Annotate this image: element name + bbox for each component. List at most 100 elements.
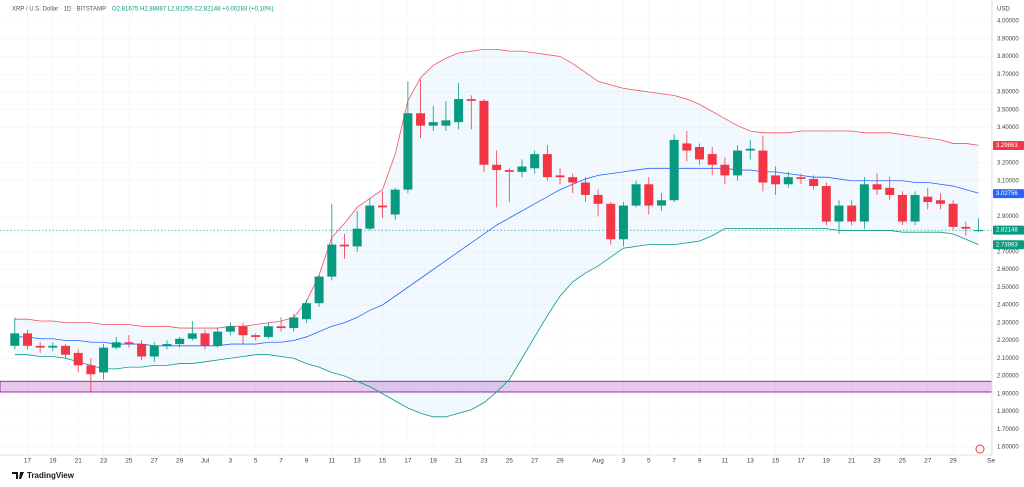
y-tick-label: 4.00000 [997, 19, 1019, 25]
candle-body [897, 194, 907, 222]
candle-body [314, 276, 324, 304]
candle-body [466, 99, 476, 101]
candle-body [504, 170, 514, 172]
x-tick-label: 5 [647, 458, 651, 465]
x-tick-label: 19 [823, 458, 831, 465]
y-tick-label: 1.90000 [997, 391, 1019, 397]
band-fill [14, 49, 979, 417]
y-tick-label: 3.70000 [997, 72, 1019, 78]
candle-body [872, 184, 882, 190]
candle-body [263, 326, 273, 337]
candle-body [73, 352, 83, 366]
x-tick-label: 21 [848, 458, 856, 465]
candle-body [771, 175, 781, 185]
candle-body [225, 326, 235, 332]
x-tick-label: 9 [698, 458, 702, 465]
candle-body [935, 200, 945, 204]
candle-body [301, 303, 311, 320]
plot-area [0, 0, 993, 455]
x-tick-label: 3 [229, 458, 233, 465]
candle-body [530, 154, 540, 169]
refresh-ring[interactable] [975, 444, 985, 454]
price-label: 2.82148 [996, 228, 1018, 234]
candle-body [631, 184, 641, 206]
candle-body [948, 203, 958, 227]
brand-name: TradingView [27, 471, 75, 480]
y-tick-label: 3.10000 [997, 178, 1019, 184]
candle-body [339, 244, 349, 247]
price-label-box [993, 189, 1024, 199]
candle-body [796, 177, 806, 179]
refresh-icon[interactable] [975, 444, 985, 454]
y-tick-label: 2.10000 [997, 356, 1019, 362]
x-tick-label: 3 [622, 458, 626, 465]
symbol-title: XRP / U.S. Dollar · 1D · BITSTAMP [12, 7, 106, 13]
x-tick-label: 23 [873, 458, 881, 465]
candle-body [847, 205, 857, 222]
brand-logo [12, 472, 24, 479]
y-tick-label: 1.80000 [997, 409, 1019, 415]
candle-body [834, 205, 844, 222]
y-tick-label: 3.20000 [997, 161, 1019, 167]
ohlc-readout: O2.81675 H2.88887 L2.81256 C2.82148 +0.0… [112, 7, 273, 13]
x-tick-label: Se [987, 458, 995, 465]
candle-body [821, 186, 831, 222]
candle-body [187, 333, 197, 339]
x-tick-label: 21 [455, 458, 463, 465]
price-label-box [993, 225, 1024, 235]
x-tick-label: 11 [328, 458, 335, 465]
candle-body [555, 175, 565, 178]
x-tick-label: 13 [354, 458, 362, 465]
candle-body [416, 113, 426, 126]
x-tick-label: 27 [531, 458, 539, 465]
x-tick-label: 23 [100, 458, 108, 465]
x-tick-label: 21 [75, 458, 83, 465]
candle-body [859, 184, 869, 222]
x-tick-label: 25 [899, 458, 907, 465]
candle-body [149, 345, 159, 357]
candle-body [99, 347, 109, 373]
candle-body [365, 205, 375, 229]
candle-body [352, 228, 362, 247]
x-tick-label: 17 [404, 458, 412, 465]
y-tick-label: 2.70000 [997, 249, 1019, 255]
price-label-box [993, 240, 1024, 250]
candle-body [885, 187, 895, 195]
candle-body [682, 143, 692, 151]
x-tick-label: 19 [49, 458, 57, 465]
price-label-box [993, 140, 1024, 150]
candle-body [137, 344, 147, 357]
candle-body [251, 335, 261, 337]
candle-body [669, 139, 679, 201]
candle-body [441, 120, 451, 126]
x-tick-label: 27 [924, 458, 932, 465]
x-tick-label: 27 [151, 458, 159, 465]
x-tick-label: 11 [722, 458, 729, 465]
candle-body [568, 177, 578, 183]
candle-body [809, 178, 819, 187]
candle-body [961, 226, 971, 229]
y-tick-label: 2.20000 [997, 338, 1019, 344]
candle-body [162, 344, 172, 346]
candle-body [10, 333, 20, 346]
x-tick-label: 9 [305, 458, 309, 465]
candle-body [618, 205, 628, 240]
candle-body [403, 113, 413, 190]
x-tick-label: 15 [379, 458, 387, 465]
y-tick-label: 2.60000 [997, 267, 1019, 273]
candle-body [758, 150, 768, 183]
candle-body [910, 194, 920, 222]
x-tick-label: 29 [950, 458, 958, 465]
candle-body [35, 345, 45, 348]
upper-band [14, 48, 979, 329]
candle-body [124, 342, 134, 345]
candle-body [289, 317, 299, 329]
middle-band [14, 167, 979, 347]
price-label: 3.02756 [996, 191, 1018, 197]
price-label: 2.73963 [996, 242, 1018, 248]
y-tick-label: 2.30000 [997, 320, 1019, 326]
candle-body [428, 122, 438, 126]
candle-body [923, 196, 933, 203]
logo-mark [12, 472, 24, 479]
